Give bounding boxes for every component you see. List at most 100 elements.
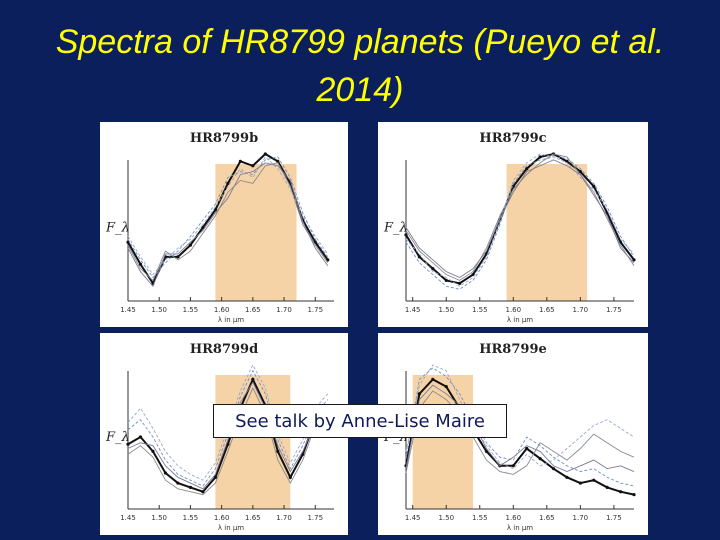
- y-axis-label: F_λ: [105, 221, 130, 236]
- data-point: [538, 155, 542, 159]
- data-point: [188, 243, 193, 247]
- x-tick-label: 1.55: [472, 514, 488, 522]
- x-tick-label: 1.60: [505, 514, 521, 522]
- data-point: [276, 449, 280, 453]
- x-tick-label: 1.75: [307, 514, 323, 522]
- series-line-model: [127, 386, 329, 496]
- series-line-model: [405, 364, 635, 470]
- highlight-band: [412, 375, 474, 509]
- data-point: [592, 184, 596, 188]
- data-point: [605, 485, 609, 489]
- data-point: [431, 377, 435, 381]
- chart-title: HR8799c: [479, 131, 546, 146]
- x-axis-label: λ in μm: [507, 316, 533, 324]
- data-point: [188, 485, 193, 489]
- chart-hr8799c: HR8799c F_λ 1.45 1.50 1.55 1.60 1.65 1.70 1.75 λ …: [383, 131, 636, 324]
- data-point: [511, 464, 515, 468]
- y-axis-label: F_λ: [383, 221, 408, 236]
- x-tick-label: 1.45: [405, 514, 421, 522]
- data-point: [251, 377, 255, 381]
- data-point: [138, 262, 143, 266]
- x-tick-label: 1.60: [505, 306, 521, 314]
- x-tick-label: 1.60: [214, 306, 230, 314]
- slide-title: Spectra of HR8799 planets (Pueyo et al. …: [55, 23, 665, 109]
- data-point: [471, 272, 475, 277]
- y-axis-label: F_λ: [105, 430, 130, 445]
- x-tick-label: 1.65: [539, 306, 555, 314]
- series-line-model: [127, 162, 329, 288]
- data-point: [632, 258, 636, 262]
- highlight-band: [215, 164, 297, 301]
- data-point: [551, 467, 556, 471]
- data-point: [431, 267, 435, 271]
- x-tick-label: 1.70: [573, 306, 589, 314]
- series-line-model: [405, 384, 635, 473]
- x-tick-label: 1.60: [214, 514, 230, 522]
- chart-panel-hr8799c: HR8799c F_λ 1.45 1.50 1.55 1.60 1.65 1.70 1.75 λ …: [378, 122, 648, 327]
- data-point: [151, 449, 155, 453]
- data-point: [288, 475, 292, 479]
- data-point: [578, 481, 582, 485]
- x-tick-label: 1.45: [120, 306, 136, 314]
- series-line-model: [405, 390, 635, 475]
- chart-hr8799d: HR8799d F_λ 1.45 1.50 1.55 1.60 1.65 1.70 1.75 λ …: [105, 342, 334, 532]
- data-point: [618, 490, 623, 494]
- data-point: [525, 167, 529, 171]
- series-line-model: [405, 153, 635, 287]
- data-point: [263, 152, 267, 156]
- series-line-observed: [405, 152, 635, 285]
- data-point: [417, 255, 422, 259]
- data-point: [538, 457, 542, 461]
- data-point: [417, 392, 422, 396]
- data-point: [126, 442, 130, 446]
- x-axis-label: λ in μm: [218, 316, 244, 324]
- chart-title: HR8799b: [190, 131, 258, 146]
- highlight-band: [506, 164, 588, 301]
- x-tick-label: 1.50: [151, 514, 167, 522]
- data-point: [276, 159, 280, 163]
- chart-hr8799b: HR8799b F_λ 1.45 1.50 1.55 1.60 1.65 1.70 1.75 λ …: [105, 131, 334, 324]
- x-tick-label: 1.55: [472, 306, 488, 314]
- data-point: [238, 159, 242, 163]
- data-point: [565, 159, 569, 163]
- data-point: [326, 258, 330, 262]
- data-point: [201, 225, 205, 230]
- series-line-model: [127, 156, 329, 279]
- x-tick-label: 1.65: [245, 306, 261, 314]
- x-tick-label: 1.50: [438, 514, 454, 522]
- callout-box: See talk by Anne-Lise Maire: [213, 404, 507, 438]
- chart-hr8799e: HR8799eF_λ1.451.501.551.601.651.701.75λ …: [383, 342, 636, 532]
- data-point: [632, 493, 636, 497]
- x-tick-label: 1.45: [405, 306, 421, 314]
- chart-title: HR8799e: [479, 342, 547, 357]
- x-tick-label: 1.70: [276, 306, 292, 314]
- series-line-observed: [405, 378, 635, 496]
- series-line-model: [127, 156, 329, 276]
- data-point: [592, 478, 596, 482]
- series-line-model: [405, 367, 635, 487]
- x-tick-label: 1.75: [307, 306, 323, 314]
- x-tick-label: 1.50: [438, 306, 454, 314]
- data-point: [201, 490, 205, 494]
- data-point: [163, 471, 168, 475]
- data-point: [404, 233, 408, 237]
- data-point: [525, 446, 529, 451]
- x-tick-label: 1.50: [151, 306, 167, 314]
- data-point: [484, 449, 489, 453]
- data-point: [565, 475, 569, 479]
- series-line-model: [127, 381, 329, 490]
- data-point: [251, 164, 255, 168]
- data-point: [578, 170, 582, 174]
- chart-title: HR8799d: [190, 342, 258, 357]
- data-point: [213, 208, 217, 212]
- chart-panel-hr8799b: HR8799b F_λ 1.45 1.50 1.55 1.60 1.65 1.70 1.75 λ …: [100, 122, 348, 327]
- data-point: [458, 281, 462, 285]
- data-point: [176, 481, 180, 485]
- x-tick-label: 1.55: [183, 514, 199, 522]
- data-point: [176, 255, 180, 259]
- data-point: [226, 181, 230, 185]
- x-axis-label: λ in μm: [507, 524, 533, 532]
- series-line-model: [127, 369, 329, 487]
- x-tick-label: 1.65: [245, 514, 261, 522]
- x-tick-label: 1.65: [539, 514, 555, 522]
